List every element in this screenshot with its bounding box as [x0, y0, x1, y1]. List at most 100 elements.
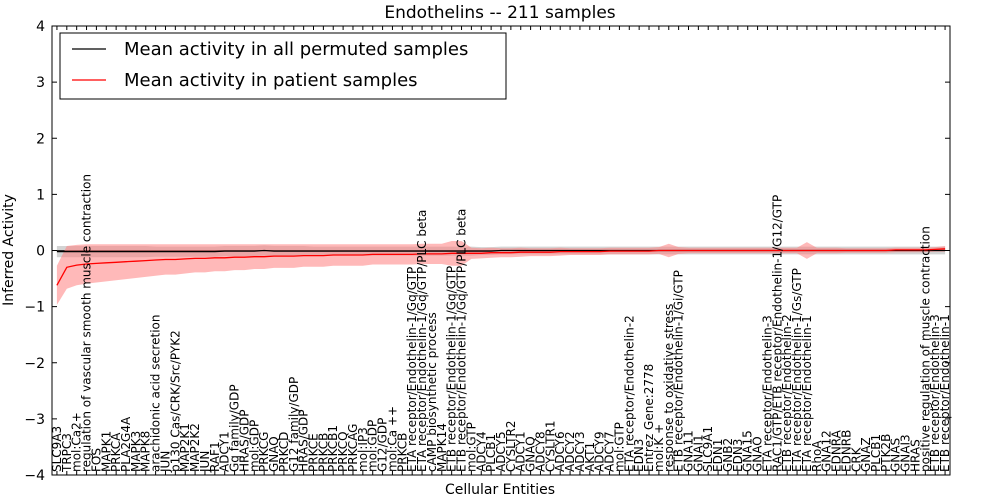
x-tick-label: ETA receptor/Endothelin-1/Gq/GTP: [405, 267, 419, 472]
x-tick-label: PRKCB: [316, 433, 330, 472]
x-tick-label: PRKCB: [395, 433, 409, 472]
y-axis-label: Inferred Activity: [1, 194, 17, 306]
x-tick-label: arachidonic acid secretion: [149, 315, 163, 472]
x-tick-label: EDN3: [632, 439, 646, 472]
y-tick-label: 1: [36, 187, 45, 203]
x-tick-label: RAC1/GTP/ETB receptor/Endothelin-1/G12/G…: [770, 195, 784, 472]
x-tick-label: MAP2K2: [188, 423, 202, 472]
x-tick-label: GNA15: [741, 430, 755, 472]
y-tick-label: −1: [24, 300, 45, 316]
x-tick-label: ADCY9: [593, 431, 607, 472]
x-tick-label: GNA12: [820, 430, 834, 472]
x-tick-label: JUN: [159, 451, 173, 473]
x-tick-label: PRKCQ: [336, 431, 350, 472]
x-tick-label: MAPK8: [139, 431, 153, 472]
y-tick-label: −2: [24, 356, 45, 372]
x-tick-label: PRKCD: [277, 432, 291, 472]
x-tick-label: GNAI1: [691, 434, 705, 472]
x-tick-label: ETA receptor/Endothelin-1/Gs/GTP: [790, 268, 804, 472]
x-tick-label: mol:GDP: [247, 420, 261, 472]
x-tick-label: ADCY8: [534, 431, 548, 472]
legend-label: Mean activity in patient samples: [124, 70, 418, 91]
axis-ticks: 4 3 2 1 0 −1 −2 −3 −4 SLC9A3TRPC3mol:Ca2+regulati…: [24, 19, 952, 484]
x-tick-label: EDN3: [731, 439, 745, 472]
x-tick-label: positive regulation of muscle contractio…: [918, 226, 932, 472]
x-tick-label: GNAO: [751, 436, 765, 472]
y-tick-label: 0: [36, 244, 45, 260]
x-tick-label: RhoA: [810, 440, 824, 472]
x-tick-label: ETA receptor/Endothelin-1/Gq/GTP/PLC bet…: [415, 210, 429, 472]
legend-box: [59, 32, 507, 100]
x-tick-label: HRAS/GDP: [297, 409, 311, 472]
x-tick-label: ETB receptor/Endothelin-1/Gq/GTP/PLC bet…: [455, 209, 469, 472]
series-1-band: [56, 241, 946, 305]
x-tick-label: cAMP biosynthetic process: [425, 312, 439, 472]
x-tick-label: EDNRA: [830, 429, 844, 472]
x-tick-label: ADCY7: [603, 431, 617, 472]
x-tick-label: ADCY1: [514, 431, 528, 472]
x-tick-label: mol:GTP: [464, 422, 478, 472]
x-tick-label: CYSLTR2: [504, 421, 518, 472]
x-tick-label: regulation of vascular smooth muscle con…: [80, 174, 94, 472]
x-tick-label: GNAQ: [524, 436, 538, 472]
x-tick-label: ETB receptor/Endothelin-1/Gq/GTP: [445, 266, 459, 472]
x-tick-label: PRKCG: [257, 432, 271, 472]
x-tick-label: PLCB1: [869, 434, 883, 472]
x-tick-label: SLC9A1: [701, 426, 715, 472]
x-tick-label: mol:Ca ++: [386, 406, 400, 472]
x-tick-label: CYSLTR1: [543, 421, 557, 472]
x-tick-label: EDNRB: [839, 430, 853, 472]
x-tick-label: PLA2G4A: [119, 416, 133, 472]
x-tick-label: p130 Cas/CRK/Src/PYK2: [168, 330, 182, 472]
legend: Mean activity in all permuted samples Mea…: [59, 32, 507, 100]
x-axis-label: Cellular Entities: [445, 482, 555, 498]
x-tick-label: ETB receptor/Endothelin-1: [938, 314, 952, 472]
x-tick-label: JUN: [198, 451, 212, 473]
x-tick-label: MAPK14: [435, 423, 449, 472]
x-tick-label: HRAS: [909, 439, 923, 472]
x-tick-label: mol:K +: [652, 424, 666, 472]
x-tick-label: GNB2: [721, 438, 735, 472]
x-tick-label: MAPK1: [99, 431, 113, 472]
x-tick-label: mol:IP3: [356, 427, 370, 472]
x-tick-label: ADCY1: [218, 431, 232, 472]
y-tick-label: −3: [24, 412, 45, 428]
x-tick-label: ETA receptor/Endothelin-2: [622, 315, 636, 472]
x-tick-label: ADCY6: [553, 431, 567, 472]
y-tick-label: 2: [36, 131, 45, 147]
y-tick-label: 4: [36, 19, 45, 35]
x-tick-label: PLCB1: [484, 434, 498, 472]
x-tick-label: MAP2K1: [178, 423, 192, 472]
x-tick-label: ETB receptor/Endothelin-1/Gi/GTP: [672, 270, 686, 472]
x-tick-label: GNAI3: [899, 434, 913, 472]
x-tick-label: PRKCA: [109, 432, 123, 472]
x-tick-label: TRPC3: [60, 433, 74, 473]
x-tick-label: GNA11: [682, 430, 696, 472]
x-tick-label: AKT1: [583, 442, 597, 472]
x-tick-label: SLC9A3: [50, 426, 64, 472]
series-1-line: [56, 248, 946, 286]
x-tick-label: mol:Ca2+: [70, 412, 84, 472]
x-tick-label: G12 family/GDP: [287, 377, 301, 472]
x-tick-label: Gq family/GDP: [228, 384, 242, 472]
x-tick-label: RAF1: [208, 441, 222, 472]
x-tick-label: mol:GTP: [612, 422, 626, 472]
x-tick-label: FOS: [89, 448, 103, 472]
x-tick-label: PTK2B: [879, 434, 893, 472]
x-tick-label: EDN1: [711, 439, 725, 472]
x-tick-label: mol:GDP: [366, 420, 380, 472]
x-tick-label: MAPK3: [129, 431, 143, 472]
x-tick-label: G12/GDP: [376, 418, 390, 472]
y-tick-label: −4: [24, 468, 45, 484]
x-tick-label: PRKCE: [307, 433, 321, 472]
x-tick-label: response to oxidative stress: [662, 304, 676, 472]
x-tick-label: ETA receptor/Endothelin-3: [760, 315, 774, 472]
x-tick-label: GNAZ: [859, 437, 873, 472]
x-tick-label: PRKCB1: [326, 425, 340, 472]
legend-label: Mean activity in all permuted samples: [124, 39, 468, 60]
x-tick-label: ADCY3: [573, 431, 587, 472]
x-tick-label: ADCY4: [474, 431, 488, 472]
x-tick-label: ETB receptor/Endothelin-2: [780, 314, 794, 472]
x-tick-label: ADCY2: [563, 431, 577, 472]
